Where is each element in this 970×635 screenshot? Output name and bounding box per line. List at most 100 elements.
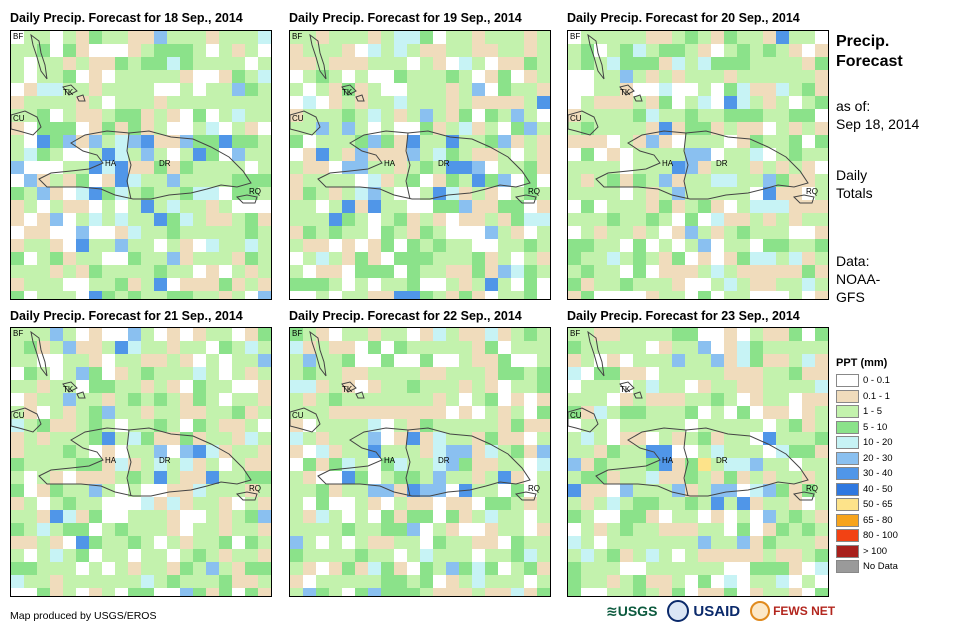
cuba-outline	[290, 110, 321, 136]
precip-cell	[737, 161, 750, 174]
precip-cell	[472, 226, 485, 239]
precip-cell	[368, 406, 381, 419]
precip-cell	[141, 291, 154, 299]
precip-cell	[316, 575, 329, 588]
precip-cell	[498, 393, 511, 406]
precip-cell	[394, 265, 407, 278]
precip-cell	[407, 213, 420, 226]
precip-cell	[303, 213, 316, 226]
precip-cell	[537, 135, 550, 148]
precip-cell	[355, 354, 368, 367]
precip-cell	[11, 83, 24, 96]
precip-cell	[316, 380, 329, 393]
precip-cell	[581, 57, 594, 70]
precip-cell	[724, 44, 737, 57]
precip-cell	[394, 239, 407, 252]
precip-cell	[763, 278, 776, 291]
precip-cell	[472, 406, 485, 419]
precip-cell	[446, 187, 459, 200]
precip-cell	[646, 252, 659, 265]
precip-cell	[258, 291, 271, 299]
precip-cell	[316, 278, 329, 291]
precip-cell	[472, 96, 485, 109]
precip-cell	[750, 174, 763, 187]
precip-cell	[459, 549, 472, 562]
precip-cell	[568, 239, 581, 252]
precip-cell	[193, 497, 206, 510]
precip-cell	[594, 187, 607, 200]
precip-cell	[128, 432, 141, 445]
precip-cell	[485, 135, 498, 148]
precip-cell	[355, 588, 368, 596]
precip-cell	[750, 549, 763, 562]
precip-cell	[232, 510, 245, 523]
precip-cell	[76, 328, 89, 341]
cuba-outline	[568, 110, 599, 136]
precip-cell	[193, 471, 206, 484]
precip-cell	[685, 174, 698, 187]
precip-cell	[459, 328, 472, 341]
precip-cell	[594, 239, 607, 252]
precip-cell	[498, 484, 511, 497]
precip-cell	[316, 161, 329, 174]
precip-cell	[50, 148, 63, 161]
precip-cell	[750, 200, 763, 213]
precip-cell	[303, 419, 316, 432]
precip-cell	[154, 354, 167, 367]
precip-cell	[342, 588, 355, 596]
precip-cell	[646, 328, 659, 341]
precip-cell	[141, 380, 154, 393]
precip-cell	[485, 367, 498, 380]
precip-cell	[206, 510, 219, 523]
precip-cell	[511, 278, 524, 291]
precip-cell	[594, 575, 607, 588]
legend-label: 5 - 10	[863, 421, 888, 433]
precip-cell	[776, 31, 789, 44]
precip-cell	[420, 419, 433, 432]
precip-cell	[485, 291, 498, 299]
precip-cell	[50, 174, 63, 187]
precip-cell	[316, 523, 329, 536]
precip-cell	[141, 484, 154, 497]
precip-cell	[193, 562, 206, 575]
precip-cell	[711, 200, 724, 213]
precip-cell	[724, 497, 737, 510]
precip-cell	[342, 562, 355, 575]
precip-cell	[290, 549, 303, 562]
precip-cell	[646, 536, 659, 549]
precip-cell	[659, 380, 672, 393]
precip-cell	[381, 406, 394, 419]
precip-cell	[63, 239, 76, 252]
precip-cell	[420, 213, 433, 226]
precip-cell	[180, 109, 193, 122]
precip-cell	[711, 445, 724, 458]
precip-cell	[290, 354, 303, 367]
precip-cell	[802, 328, 815, 341]
precip-cell	[498, 135, 511, 148]
precip-cell	[568, 252, 581, 265]
precip-cell	[342, 57, 355, 70]
precip-cell	[763, 367, 776, 380]
precip-cell	[290, 70, 303, 83]
precip-cell	[698, 109, 711, 122]
precip-cell	[607, 135, 620, 148]
legend-item: 65 - 80	[836, 513, 898, 529]
precip-cell	[511, 239, 524, 252]
precip-cell	[76, 510, 89, 523]
precip-cell	[685, 226, 698, 239]
precip-cell	[737, 252, 750, 265]
precip-cell	[167, 174, 180, 187]
precip-cell	[620, 291, 633, 299]
precip-cell	[724, 57, 737, 70]
precip-cell	[303, 187, 316, 200]
precip-cell	[232, 536, 245, 549]
precip-cell	[498, 70, 511, 83]
precip-cell	[290, 575, 303, 588]
precip-cell	[167, 510, 180, 523]
precip-cell	[776, 83, 789, 96]
precip-cell	[355, 510, 368, 523]
precip-cell	[102, 523, 115, 536]
precip-cell	[63, 445, 76, 458]
precip-cell	[329, 419, 342, 432]
precip-cell	[672, 484, 685, 497]
